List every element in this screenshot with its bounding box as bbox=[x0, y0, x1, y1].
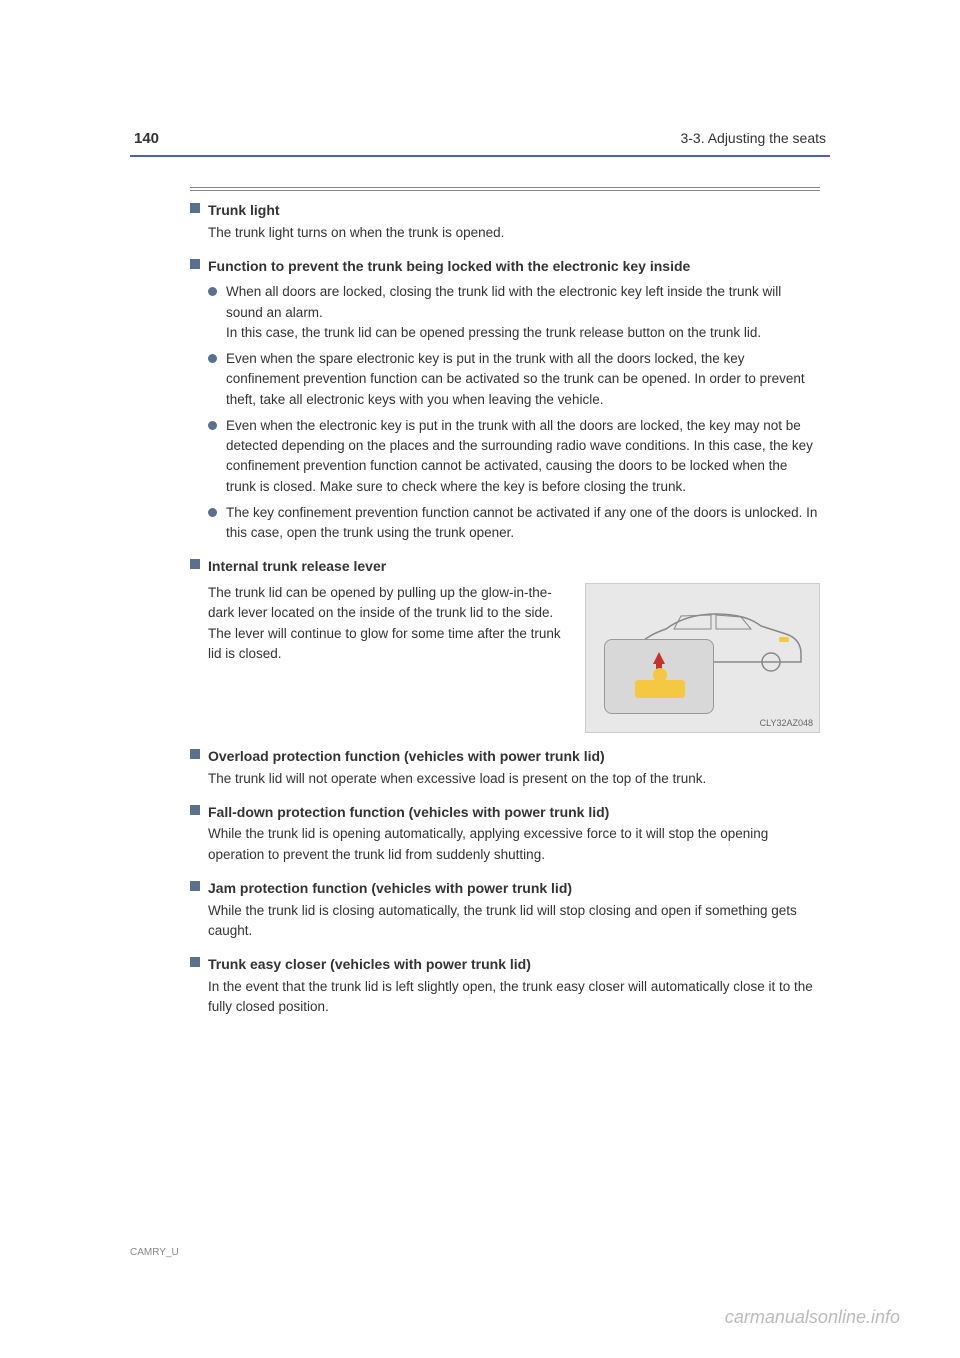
lever-handle-icon bbox=[653, 668, 667, 682]
page-number: 140 bbox=[134, 130, 159, 147]
square-bullet-icon bbox=[190, 559, 200, 569]
header-divider bbox=[130, 155, 830, 157]
release-lever-icon bbox=[635, 680, 685, 698]
item-easy-closer: Trunk easy closer (vehicles with power t… bbox=[190, 955, 820, 1017]
square-bullet-icon bbox=[190, 957, 200, 967]
section-title: 3-3. Adjusting the seats bbox=[680, 130, 826, 146]
sub-item: Even when the spare electronic key is pu… bbox=[190, 349, 820, 410]
square-bullet-icon bbox=[190, 203, 200, 213]
item-body: The trunk light turns on when the trunk … bbox=[190, 223, 820, 243]
sub-text: Even when the spare electronic key is pu… bbox=[208, 349, 820, 410]
item-heading: Trunk light bbox=[190, 201, 820, 221]
item-body: In the event that the trunk lid is left … bbox=[190, 977, 820, 1018]
item-heading: Trunk easy closer (vehicles with power t… bbox=[190, 955, 820, 975]
trunk-indicator-icon bbox=[779, 637, 789, 642]
item-heading: Overload protection function (vehicles w… bbox=[190, 747, 820, 767]
sub-item: When all doors are locked, closing the t… bbox=[190, 282, 820, 343]
content-top-rule bbox=[190, 187, 820, 191]
square-bullet-icon bbox=[190, 805, 200, 815]
square-bullet-icon bbox=[190, 259, 200, 269]
inset-detail bbox=[604, 639, 714, 714]
square-bullet-icon bbox=[190, 749, 200, 759]
page-header: 140 3-3. Adjusting the seats bbox=[130, 130, 830, 147]
release-lever-text: The trunk lid can be opened by pulling u… bbox=[190, 583, 565, 733]
model-label: CAMRY_U bbox=[130, 1247, 179, 1258]
round-bullet-icon bbox=[208, 421, 217, 430]
sub-item: The key confinement prevention function … bbox=[190, 503, 820, 544]
arrow-up-icon bbox=[653, 652, 665, 664]
round-bullet-icon bbox=[208, 508, 217, 517]
item-heading: Jam protection function (vehicles with p… bbox=[190, 879, 820, 899]
page-content: 140 3-3. Adjusting the seats Trunk light… bbox=[0, 0, 960, 1017]
item-body: While the trunk lid is closing automatic… bbox=[190, 901, 820, 942]
item-overload: Overload protection function (vehicles w… bbox=[190, 747, 820, 789]
main-content: Trunk light The trunk light turns on whe… bbox=[130, 187, 830, 1017]
square-bullet-icon bbox=[190, 881, 200, 891]
item-body: The trunk lid will not operate when exce… bbox=[190, 769, 820, 789]
image-label: CLY32AZ048 bbox=[760, 718, 813, 728]
sub-text: The key confinement prevention function … bbox=[208, 503, 820, 544]
item-heading: Function to prevent the trunk being lock… bbox=[190, 257, 820, 277]
release-lever-row: The trunk lid can be opened by pulling u… bbox=[190, 583, 820, 733]
watermark: carmanualsonline.info bbox=[725, 1307, 900, 1328]
item-jam-protection: Jam protection function (vehicles with p… bbox=[190, 879, 820, 941]
release-lever-illustration: CLY32AZ048 bbox=[585, 583, 820, 733]
sub-text: Even when the electronic key is put in t… bbox=[208, 416, 820, 497]
item-heading: Fall-down protection function (vehicles … bbox=[190, 803, 820, 823]
item-falldown: Fall-down protection function (vehicles … bbox=[190, 803, 820, 865]
item-body: While the trunk lid is opening automatic… bbox=[190, 824, 820, 865]
item-release-lever: Internal trunk release lever bbox=[190, 557, 820, 577]
sub-text: When all doors are locked, closing the t… bbox=[208, 282, 820, 343]
item-heading: Internal trunk release lever bbox=[190, 557, 820, 577]
item-trunk-light: Trunk light The trunk light turns on whe… bbox=[190, 201, 820, 243]
sub-item: Even when the electronic key is put in t… bbox=[190, 416, 820, 497]
item-key-lockout: Function to prevent the trunk being lock… bbox=[190, 257, 820, 544]
